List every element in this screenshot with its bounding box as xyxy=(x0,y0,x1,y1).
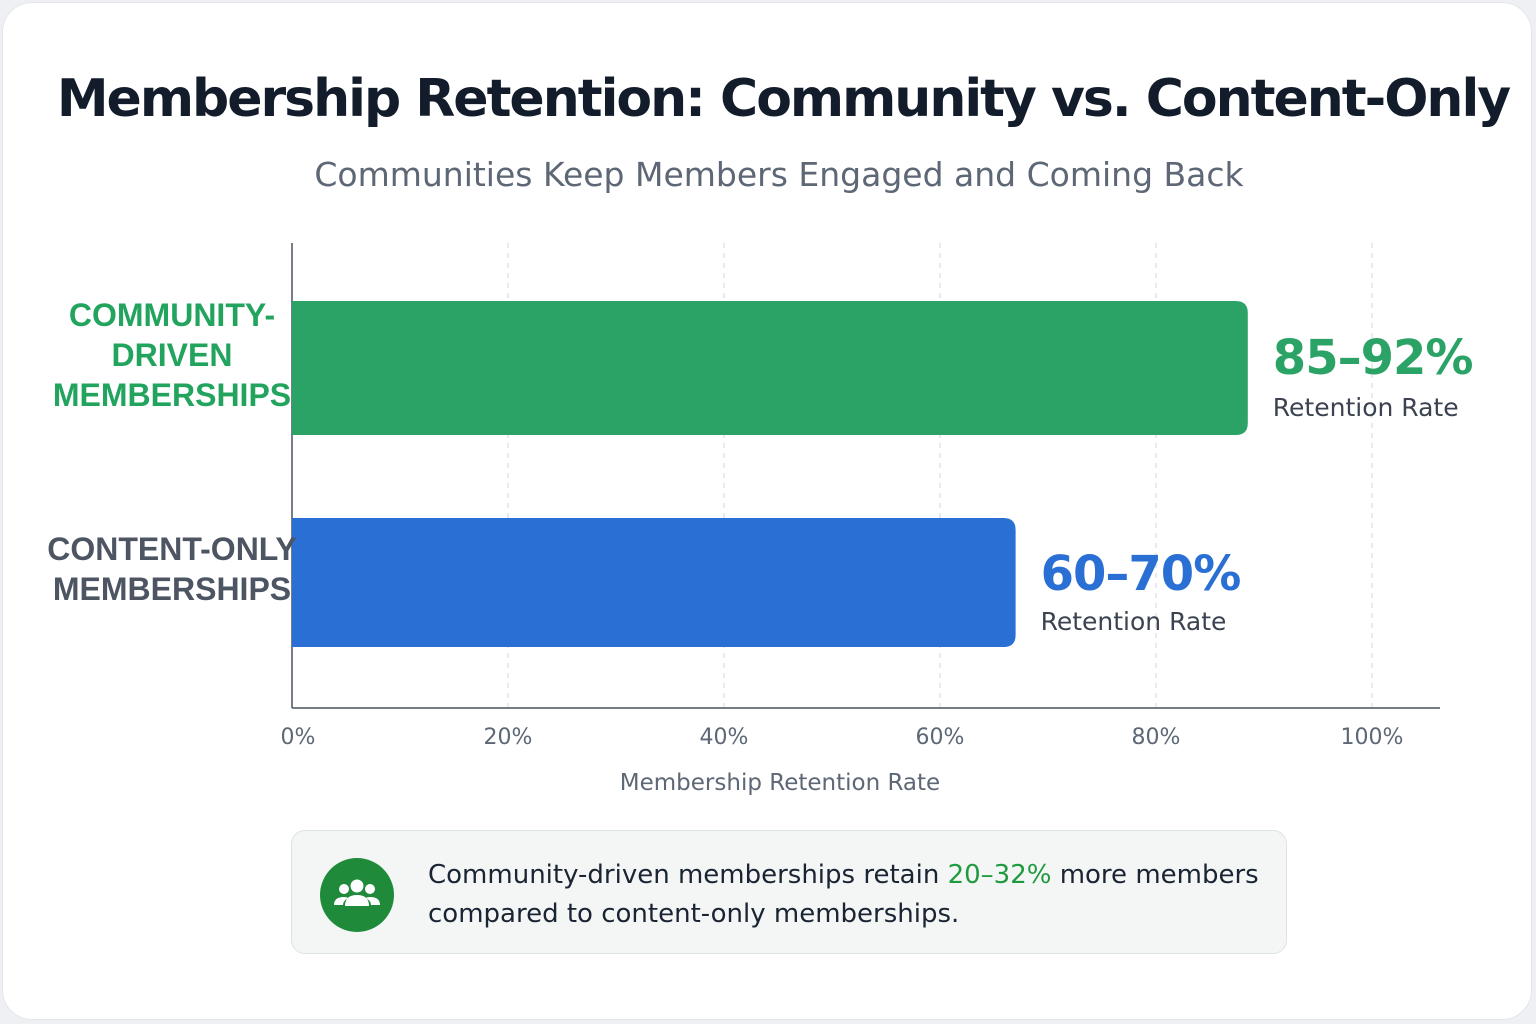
callout-text-before: Community-driven memberships retain xyxy=(428,860,948,890)
category-label-1-0: CONTENT-ONLY xyxy=(47,531,297,567)
x-axis-label: Membership Retention Rate xyxy=(620,770,940,796)
bar-0 xyxy=(292,301,1248,435)
category-label-0-2: MEMBERSHIPS xyxy=(53,377,291,413)
category-label-0-0: COMMUNITY- xyxy=(69,297,275,333)
value-label-0: 85–92% xyxy=(1273,330,1473,386)
x-tick-label-2: 40% xyxy=(700,725,749,750)
value-sublabel-0: Retention Rate xyxy=(1273,393,1459,422)
x-tick-label-4: 80% xyxy=(1132,725,1181,750)
value-sublabel-1: Retention Rate xyxy=(1041,607,1227,636)
x-tick-label-3: 60% xyxy=(916,725,965,750)
x-tick-label-0: 0% xyxy=(281,725,316,750)
grid-lines xyxy=(507,243,1373,708)
bars: COMMUNITY- DRIVEN MEMBERSHIPS 85–92% Retenti… xyxy=(47,297,1473,647)
callout-text-line2: compared to content-only memberships. xyxy=(428,899,960,929)
callout-text: Community-driven memberships retain 20–3… xyxy=(428,856,1268,934)
x-tick-label-1: 20% xyxy=(484,725,533,750)
value-label-1: 60–70% xyxy=(1041,546,1241,602)
category-label-0-1: DRIVEN xyxy=(112,337,233,373)
users-group-icon xyxy=(320,858,394,932)
insight-callout: Community-driven memberships retain 20–3… xyxy=(291,830,1287,954)
x-tick-label-5: 100% xyxy=(1341,725,1404,750)
chart-title: Membership Retention: Community vs. Cont… xyxy=(56,69,1511,129)
callout-highlight: 20–32% xyxy=(947,860,1052,890)
category-label-1-1: MEMBERSHIPS xyxy=(53,571,291,607)
x-tick-labels: 0% 20% 40% 60% 80% 100% xyxy=(281,725,1404,750)
chart-subtitle: Communities Keep Members Engaged and Com… xyxy=(314,155,1244,194)
bar-1 xyxy=(292,518,1016,647)
callout-text-after: more members xyxy=(1051,860,1259,890)
